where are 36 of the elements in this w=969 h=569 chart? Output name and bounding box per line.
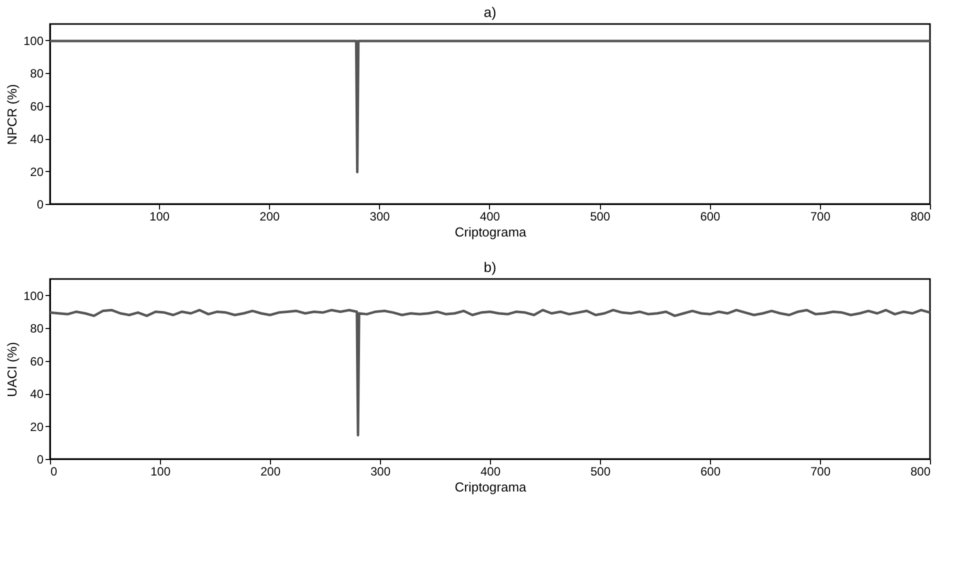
y-tick-label: 60 xyxy=(30,354,44,368)
x-tick-label: 200 xyxy=(260,464,281,478)
x-axis-title: Criptograma xyxy=(454,480,528,494)
x-tick-label: 700 xyxy=(810,210,831,224)
y-tick-label: 60 xyxy=(30,99,44,114)
x-tick-label: 500 xyxy=(590,464,611,478)
x-tick-label: 200 xyxy=(260,210,280,224)
y-axis-title: NPCR (%) xyxy=(4,84,20,145)
x-tick-label: 800 xyxy=(910,210,931,224)
x-tick-label: 400 xyxy=(480,464,501,478)
x-tick-label: 500 xyxy=(590,210,610,224)
y-tick-label: 100 xyxy=(23,34,44,48)
x-tick-label: 300 xyxy=(370,210,390,224)
x-tick-label: 400 xyxy=(480,210,500,224)
x-tick-label: 600 xyxy=(700,464,721,478)
y-tick-label: 80 xyxy=(30,322,44,336)
x-tick-label: 300 xyxy=(370,464,391,478)
x-tick-label: 600 xyxy=(700,210,721,224)
y-tick-label: 40 xyxy=(30,387,44,402)
y-tick-label: 100 xyxy=(23,288,44,303)
x-axis-title: Criptograma xyxy=(454,224,528,240)
y-tick-label: 0 xyxy=(36,452,44,466)
y-tick-label: 80 xyxy=(30,66,44,81)
x-tick-label: 700 xyxy=(810,464,831,478)
x-tick-label: 0 xyxy=(50,464,58,478)
line-series xyxy=(48,308,932,437)
x-tick-label: 800 xyxy=(910,464,931,478)
y-tick-label: 20 xyxy=(30,420,44,434)
x-tick-label: 100 xyxy=(150,464,171,478)
chart-title: a) xyxy=(484,4,496,20)
x-tick-label: 100 xyxy=(150,210,170,224)
y-tick-label: 20 xyxy=(30,164,44,179)
y-tick-label: 40 xyxy=(30,132,44,146)
y-tick-label: 0 xyxy=(36,198,44,212)
chart-title: b) xyxy=(484,259,496,275)
y-axis-title: UACI (%) xyxy=(4,342,20,397)
